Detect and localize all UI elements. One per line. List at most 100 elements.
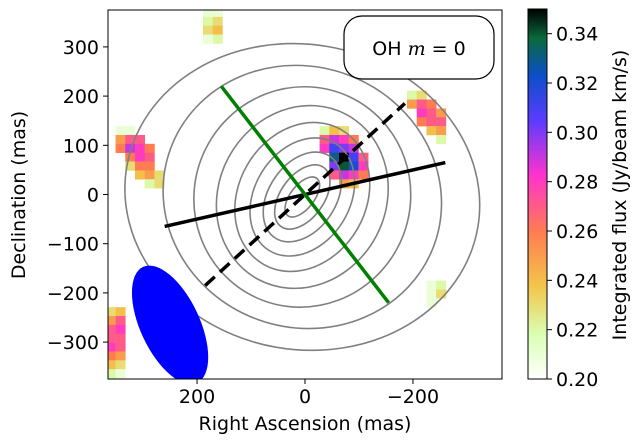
heatmap-pixel-77	[115, 324, 126, 335]
contour-level-5	[249, 137, 356, 257]
colorbar-gradient	[527, 8, 548, 380]
heatmap-pixel-18	[134, 152, 146, 162]
x-tick-label: −200	[387, 386, 439, 408]
heatmap-pixel-58	[416, 108, 427, 118]
y-tick-label: −100	[47, 234, 99, 256]
heatmap-pixel-67	[426, 280, 437, 290]
heatmap-pixel-15	[134, 143, 146, 153]
heatmap-pixel-33	[339, 134, 350, 145]
heatmap-pixel-79	[115, 333, 126, 343]
heatmap-pixel-78	[108, 333, 116, 343]
x-tick-label: 200	[179, 386, 215, 408]
heatmap-pixel-22	[144, 161, 155, 171]
contour-lines	[124, 42, 481, 352]
heatmap-pixel-32	[329, 134, 340, 145]
heatmap-pixel-86	[108, 369, 116, 379]
contour-level-3	[215, 104, 390, 290]
heatmap-pixel-26	[144, 179, 155, 189]
heatmap-pixel-29	[329, 126, 340, 136]
overlay-lines	[164, 85, 446, 304]
heatmap-pixel-65	[436, 126, 447, 136]
heatmap-pixel-54	[416, 90, 427, 100]
contour-level-6	[262, 151, 343, 243]
heatmap-pixel-4	[202, 25, 214, 35]
heatmap-pixel-85	[115, 360, 126, 370]
contour-level-0	[124, 42, 481, 352]
y-tick-label: 100	[63, 135, 99, 157]
heatmap-pixel-46	[358, 161, 369, 171]
heatmap-pixel-37	[339, 143, 350, 153]
heatmap-pixel-3	[212, 16, 223, 27]
heatmap-pixel-41	[348, 152, 359, 162]
colorbar-tick-label: 0.24	[556, 270, 598, 292]
plot-area	[108, 10, 481, 379]
colorbar: 0.20 0.22 0.24 0.26 0.28 0.30 0.32 0.34 Integra…	[527, 8, 631, 391]
heatmap-pixel-84	[108, 360, 116, 370]
heatmap-pixel-1	[212, 10, 223, 18]
heatmap-pixel-53	[407, 90, 418, 100]
annotation-label: OH m = 0	[372, 38, 465, 60]
heatmap-pixel-60	[436, 108, 447, 118]
heatmap-pixel-75	[115, 316, 126, 326]
heatmap-pixel-72	[108, 307, 116, 317]
y-axis-ticks: 300 200 100 0 −100 −200 −300	[47, 37, 108, 354]
contour-level-1	[162, 64, 443, 330]
colorbar-ticks: 0.20 0.22 0.24 0.26 0.28 0.30 0.32 0.34	[547, 24, 598, 391]
colorbar-tick-label: 0.30	[556, 122, 598, 144]
heatmap-pixel-21	[134, 161, 146, 171]
x-tick-label: 0	[299, 386, 311, 408]
colorbar-tick-label: 0.32	[556, 73, 598, 95]
heatmap-pixel-73	[115, 307, 126, 317]
heatmap-pixel-6	[212, 34, 223, 44]
heatmap-pixel-19	[144, 152, 155, 162]
heatmap-pixel-35	[319, 143, 330, 153]
heatmap-pixel-69	[426, 289, 437, 299]
heatmap-pixel-76	[108, 324, 116, 335]
colorbar-tick-label: 0.20	[556, 369, 598, 391]
colorbar-tick-label: 0.22	[556, 320, 598, 342]
heatmap-pixel-57	[426, 99, 437, 109]
heatmap-pixel-39	[329, 152, 340, 162]
heatmap-pixel-43	[329, 161, 340, 171]
line-green-solid	[219, 85, 391, 304]
heatmap-pixel-74	[108, 316, 116, 326]
beam-ellipse	[131, 265, 209, 379]
annotation-box: OH m = 0	[343, 15, 495, 80]
heatmap-pixel-61	[416, 117, 427, 127]
heatmap-pixel-36	[329, 143, 340, 153]
heatmap-pixel-0	[202, 10, 214, 18]
heatmap-pixel-45	[348, 161, 359, 171]
heatmap-pixel-16	[144, 143, 155, 153]
heatmap-pixel-25	[154, 170, 165, 180]
y-tick-label: 200	[63, 86, 99, 108]
heatmap-pixel-81	[115, 342, 126, 352]
heatmap-pixel-71	[426, 298, 437, 308]
contour-level-4	[234, 121, 371, 273]
colorbar-tick-label: 0.34	[556, 24, 598, 46]
heatmap-pixel-27	[154, 179, 165, 189]
colorbar-tick-label: 0.26	[556, 221, 598, 243]
beam-shape	[131, 265, 209, 379]
y-tick-label: −300	[47, 332, 99, 354]
heatmap-pixel-83	[115, 351, 126, 361]
heatmap-pixel-2	[202, 16, 214, 27]
heatmap-pixel-55	[407, 99, 418, 109]
heatmap-pixel-63	[436, 117, 447, 127]
heatmap-pixel-50	[358, 170, 369, 180]
heatmap-pixel-62	[426, 117, 437, 127]
heatmap-pixel-68	[436, 280, 447, 290]
heatmap-pixel-56	[416, 99, 427, 109]
heatmap-pixel-48	[339, 170, 350, 180]
heatmap-pixel-24	[144, 170, 155, 180]
heatmap-pixel-10	[115, 134, 126, 145]
y-tick-label: 300	[63, 37, 99, 59]
heatmap-pixel-80	[108, 342, 116, 352]
x-axis-label: Right Ascension (mas)	[199, 413, 412, 435]
contour-level-7	[273, 164, 331, 230]
heatmap-pixel-13	[115, 143, 126, 153]
heatmap-pixel-20	[125, 161, 136, 171]
heatmap-pixel-7	[202, 34, 214, 44]
heatmap-pixel-9	[125, 126, 136, 136]
heatmap-pixel-28	[319, 126, 330, 136]
